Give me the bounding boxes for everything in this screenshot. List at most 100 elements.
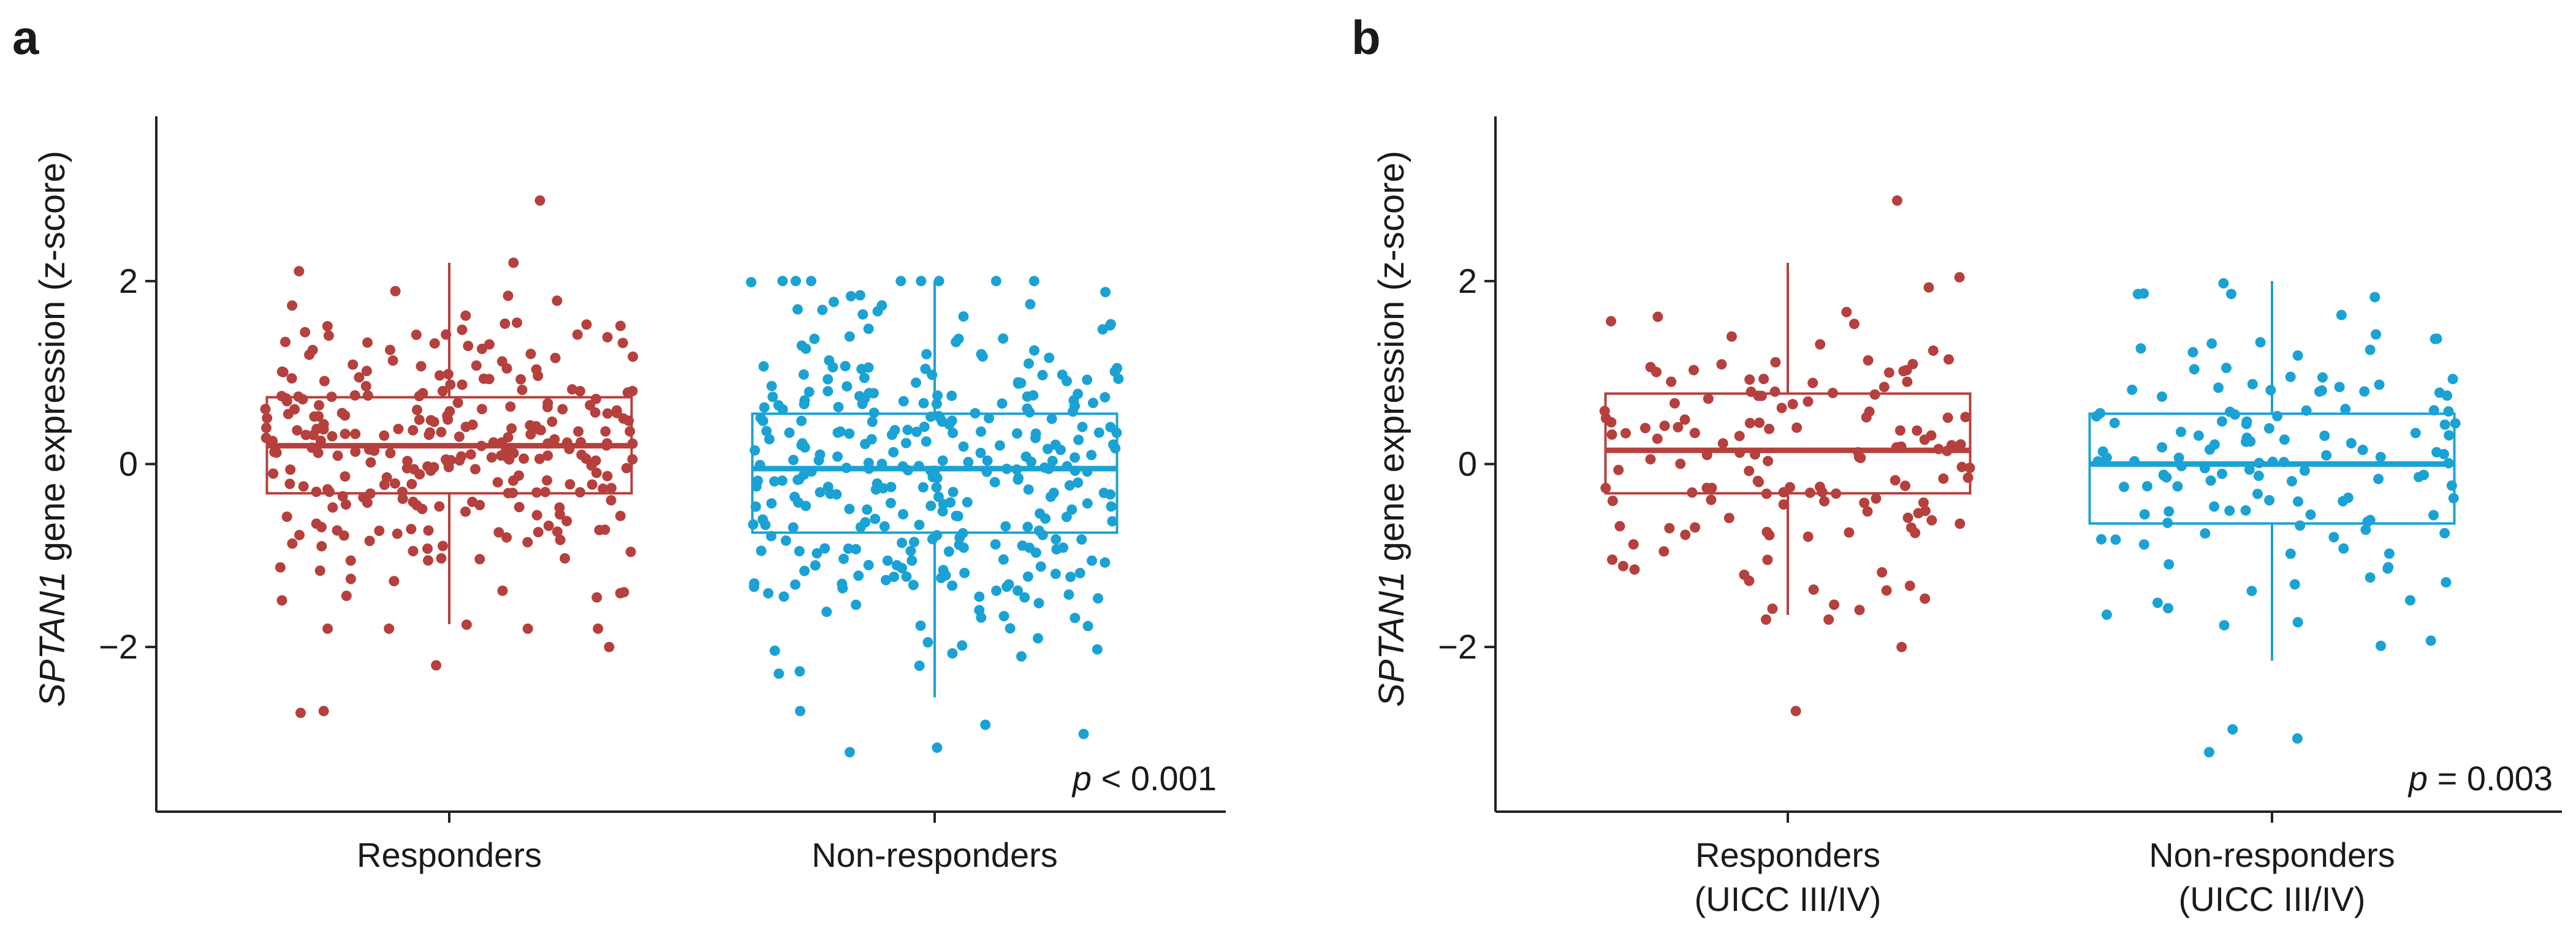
data-point bbox=[1073, 388, 1084, 399]
data-point bbox=[2193, 430, 2204, 441]
data-point bbox=[422, 543, 433, 554]
data-point bbox=[1689, 364, 1699, 376]
data-point bbox=[463, 341, 474, 352]
data-point bbox=[2227, 724, 2238, 735]
data-point bbox=[2172, 481, 2183, 492]
data-point bbox=[552, 526, 563, 537]
data-point bbox=[268, 468, 279, 479]
data-point bbox=[2265, 385, 2276, 396]
data-point bbox=[998, 333, 1009, 344]
data-point bbox=[870, 513, 881, 524]
y-tick-label: 0 bbox=[119, 445, 138, 483]
data-point bbox=[465, 449, 476, 460]
data-point bbox=[1758, 374, 1769, 385]
data-point bbox=[1066, 504, 1077, 515]
data-point bbox=[2447, 374, 2458, 385]
data-point bbox=[989, 477, 1000, 488]
data-point bbox=[604, 641, 615, 652]
data-point bbox=[441, 454, 451, 465]
y-tick-label: −2 bbox=[1438, 627, 1477, 666]
data-point bbox=[2157, 442, 2168, 453]
data-point bbox=[1016, 651, 1027, 662]
data-point bbox=[2279, 434, 2290, 445]
data-point bbox=[316, 541, 327, 552]
data-point bbox=[423, 525, 434, 536]
data-point bbox=[819, 543, 830, 554]
data-point bbox=[1679, 414, 1690, 425]
data-point bbox=[2272, 410, 2283, 421]
data-point bbox=[1790, 706, 1801, 717]
data-point bbox=[340, 499, 351, 510]
data-point bbox=[1803, 531, 1814, 542]
data-point bbox=[2289, 579, 2300, 590]
data-point bbox=[2240, 505, 2251, 516]
data-point bbox=[914, 660, 925, 671]
data-point bbox=[2217, 469, 2227, 479]
data-point bbox=[1791, 422, 1803, 433]
data-point bbox=[292, 425, 303, 436]
data-point bbox=[2286, 476, 2297, 487]
data-point bbox=[859, 372, 870, 383]
data-point bbox=[591, 467, 602, 478]
data-point bbox=[2255, 337, 2266, 348]
data-point bbox=[1040, 513, 1051, 524]
data-point bbox=[794, 474, 805, 485]
data-point bbox=[457, 379, 468, 390]
data-point bbox=[486, 452, 497, 463]
data-point bbox=[761, 426, 772, 437]
data-point bbox=[392, 528, 403, 539]
data-point bbox=[790, 276, 801, 287]
data-point bbox=[534, 453, 545, 464]
data-point bbox=[2152, 597, 2163, 608]
data-point bbox=[542, 475, 552, 486]
data-point bbox=[935, 412, 946, 423]
data-point bbox=[777, 276, 788, 287]
data-point bbox=[1086, 450, 1097, 461]
data-point bbox=[947, 580, 958, 591]
data-point bbox=[531, 510, 542, 521]
data-point bbox=[414, 414, 425, 425]
data-point bbox=[348, 359, 359, 370]
data-point bbox=[525, 349, 536, 360]
data-point bbox=[1960, 412, 1971, 423]
data-point bbox=[2285, 371, 2296, 382]
data-point bbox=[1918, 497, 1929, 508]
data-point bbox=[2443, 406, 2454, 417]
data-point bbox=[1734, 431, 1745, 442]
data-point bbox=[1078, 728, 1089, 739]
data-point bbox=[922, 637, 933, 648]
data-point bbox=[863, 458, 874, 469]
data-point bbox=[1065, 572, 1076, 583]
data-point bbox=[2314, 386, 2325, 397]
data-point bbox=[1859, 497, 1870, 508]
data-point bbox=[385, 344, 395, 355]
data-point bbox=[1063, 589, 1074, 600]
data-point bbox=[881, 575, 891, 586]
data-point bbox=[512, 317, 522, 328]
data-point bbox=[760, 519, 771, 531]
data-point bbox=[2338, 543, 2349, 554]
data-point bbox=[1606, 315, 1616, 327]
data-point bbox=[2096, 534, 2107, 545]
data-point bbox=[2205, 475, 2216, 486]
data-point bbox=[587, 479, 598, 490]
x-tick-label: Responders bbox=[357, 836, 542, 874]
data-point bbox=[2132, 289, 2143, 300]
data-point bbox=[2164, 559, 2175, 570]
data-point bbox=[298, 481, 309, 492]
data-point bbox=[833, 402, 844, 412]
panel-a-p-text: < 0.001 bbox=[1092, 759, 1217, 798]
data-point bbox=[976, 426, 986, 437]
data-point bbox=[402, 456, 413, 467]
data-point bbox=[837, 583, 848, 594]
data-point bbox=[425, 465, 436, 476]
data-point bbox=[1764, 530, 1775, 541]
data-point bbox=[1607, 496, 1618, 507]
data-point bbox=[800, 500, 811, 512]
data-point bbox=[1881, 585, 1892, 596]
data-point bbox=[885, 497, 896, 508]
data-point bbox=[2226, 289, 2236, 300]
data-point bbox=[2439, 527, 2450, 538]
data-point bbox=[1645, 454, 1656, 465]
data-point bbox=[1061, 512, 1072, 523]
